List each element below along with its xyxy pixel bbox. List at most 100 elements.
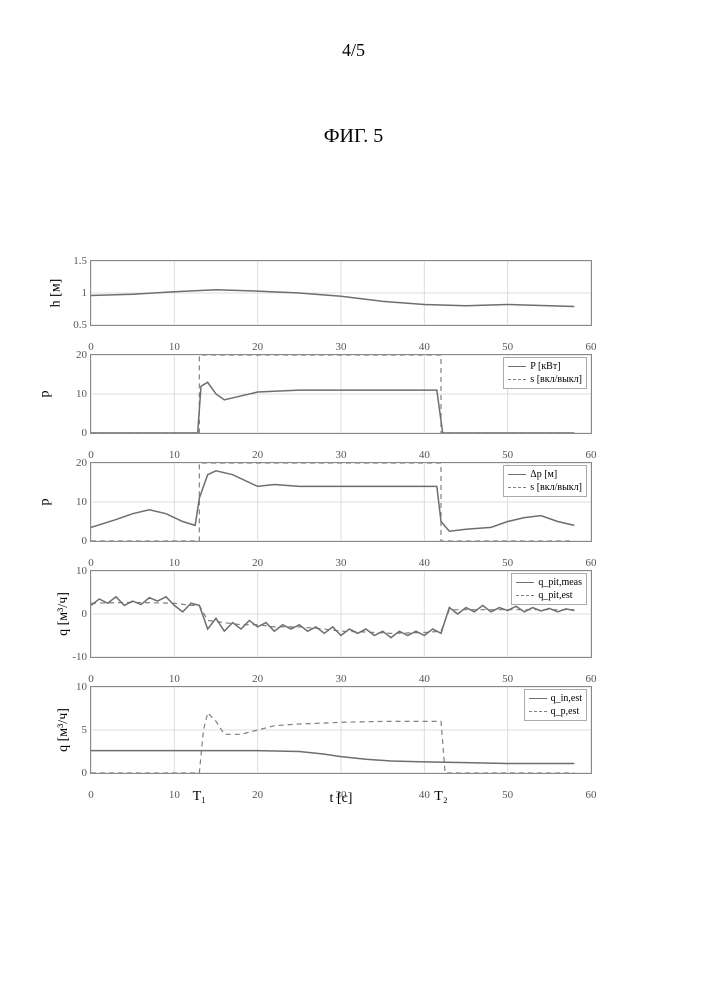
legend-swatch [529, 698, 547, 699]
x-tick-label: 60 [586, 557, 597, 569]
chart-svg [91, 687, 591, 773]
x-tick-label: 50 [502, 341, 513, 353]
series-dp [91, 471, 574, 531]
series-h [91, 290, 574, 307]
charts-container: h [м]0.511.50102030405060 p01020010203040… [90, 260, 615, 802]
y-tick-label: 10 [76, 681, 87, 693]
y-tick-label: 5 [82, 724, 88, 736]
y-tick-label: 10 [76, 496, 87, 508]
chart-row-P: p010200102030405060P [кВт]s [вкл/выкл] [90, 354, 615, 434]
legend: q_pit,measq_pit,est [511, 573, 587, 605]
y-tick-label: 10 [76, 565, 87, 577]
y-tick-label: 20 [76, 349, 87, 361]
legend-label: q_pit,est [538, 589, 572, 602]
y-ticks: 01020 [61, 355, 87, 433]
legend: P [кВт]s [вкл/выкл] [503, 357, 587, 389]
x-tick-label: 10 [169, 557, 180, 569]
legend-label: P [кВт] [530, 360, 560, 373]
plot-area: -100100102030405060q_pit,measq_pit,est [90, 570, 592, 658]
y-tick-label: 1 [82, 287, 88, 299]
legend-item: s [вкл/выкл] [508, 373, 582, 386]
plot-area: 05100102030405060q_in,estq_p,estT₁T₂t [c… [90, 686, 592, 774]
x-tick-label: 10 [169, 449, 180, 461]
page-number: 4/5 [0, 40, 707, 61]
legend-swatch [508, 474, 526, 475]
x-tick-label: 0 [88, 789, 94, 801]
x-annotation-T1: T₁ [193, 789, 206, 805]
legend-item: q_in,est [529, 692, 582, 705]
x-tick-label: 20 [252, 789, 263, 801]
chart-row-h: h [м]0.511.50102030405060 [90, 260, 615, 326]
y-axis-label: p [38, 499, 54, 506]
chart-svg [91, 261, 591, 325]
x-tick-label: 60 [586, 341, 597, 353]
x-tick-label: 30 [336, 449, 347, 461]
y-tick-label: 10 [76, 388, 87, 400]
x-axis-label: t [c] [330, 791, 353, 807]
x-tick-label: 0 [88, 673, 94, 685]
x-tick-label: 40 [419, 449, 430, 461]
x-tick-label: 20 [252, 673, 263, 685]
legend: Δp [м]s [вкл/выкл] [503, 465, 587, 497]
x-tick-label: 30 [336, 557, 347, 569]
legend-label: Δp [м] [530, 468, 557, 481]
y-tick-label: 0 [82, 535, 88, 547]
y-tick-label: -10 [72, 651, 87, 663]
legend-swatch [529, 711, 547, 712]
x-tick-label: 50 [502, 673, 513, 685]
x-tick-label: 30 [336, 673, 347, 685]
x-tick-label: 10 [169, 789, 180, 801]
y-ticks: 01020 [61, 463, 87, 541]
legend-label: q_pit,meas [538, 576, 582, 589]
x-tick-label: 40 [419, 789, 430, 801]
x-tick-label: 40 [419, 557, 430, 569]
series-P [91, 382, 574, 433]
legend-item: s [вкл/выкл] [508, 481, 582, 494]
legend-swatch [508, 487, 526, 488]
x-tick-label: 0 [88, 341, 94, 353]
x-tick-label: 60 [586, 789, 597, 801]
x-tick-label: 50 [502, 449, 513, 461]
legend-swatch [516, 582, 534, 583]
series-q_pit_est [91, 602, 574, 633]
legend-swatch [508, 379, 526, 380]
legend-swatch [508, 366, 526, 367]
chart-row-dp: p010200102030405060Δp [м]s [вкл/выкл] [90, 462, 615, 542]
x-tick-label: 20 [252, 341, 263, 353]
x-tick-label: 10 [169, 341, 180, 353]
legend-label: q_in,est [551, 692, 582, 705]
x-tick-label: 50 [502, 557, 513, 569]
x-tick-label: 60 [586, 449, 597, 461]
y-tick-label: 0 [82, 608, 88, 620]
x-tick-label: 40 [419, 341, 430, 353]
series-q_in_est [91, 751, 574, 764]
legend-item: q_pit,meas [516, 576, 582, 589]
legend: q_in,estq_p,est [524, 689, 587, 721]
y-tick-label: 20 [76, 457, 87, 469]
y-ticks: 0.511.5 [61, 261, 87, 325]
legend-swatch [516, 595, 534, 596]
legend-item: q_p,est [529, 705, 582, 718]
x-tick-label: 10 [169, 673, 180, 685]
chart-row-qpit: q [м³/ч]-100100102030405060q_pit,measq_p… [90, 570, 615, 658]
y-tick-label: 0 [82, 427, 88, 439]
y-ticks: 0510 [61, 687, 87, 773]
plot-area: 0.511.50102030405060 [90, 260, 592, 326]
legend-item: Δp [м] [508, 468, 582, 481]
plot-area: 010200102030405060P [кВт]s [вкл/выкл] [90, 354, 592, 434]
x-tick-label: 30 [336, 341, 347, 353]
x-tick-label: 0 [88, 557, 94, 569]
page: 4/5 ФИГ. 5 h [м]0.511.50102030405060p010… [0, 0, 707, 1000]
y-tick-label: 0 [82, 767, 88, 779]
y-ticks: -10010 [61, 571, 87, 657]
figure-title: ФИГ. 5 [0, 125, 707, 148]
x-tick-label: 60 [586, 673, 597, 685]
x-tick-label: 20 [252, 449, 263, 461]
plot-area: 010200102030405060Δp [м]s [вкл/выкл] [90, 462, 592, 542]
x-tick-label: 20 [252, 557, 263, 569]
legend-item: q_pit,est [516, 589, 582, 602]
y-axis-label: p [38, 391, 54, 398]
x-tick-label: 40 [419, 673, 430, 685]
legend-label: s [вкл/выкл] [530, 481, 582, 494]
legend-item: P [кВт] [508, 360, 582, 373]
